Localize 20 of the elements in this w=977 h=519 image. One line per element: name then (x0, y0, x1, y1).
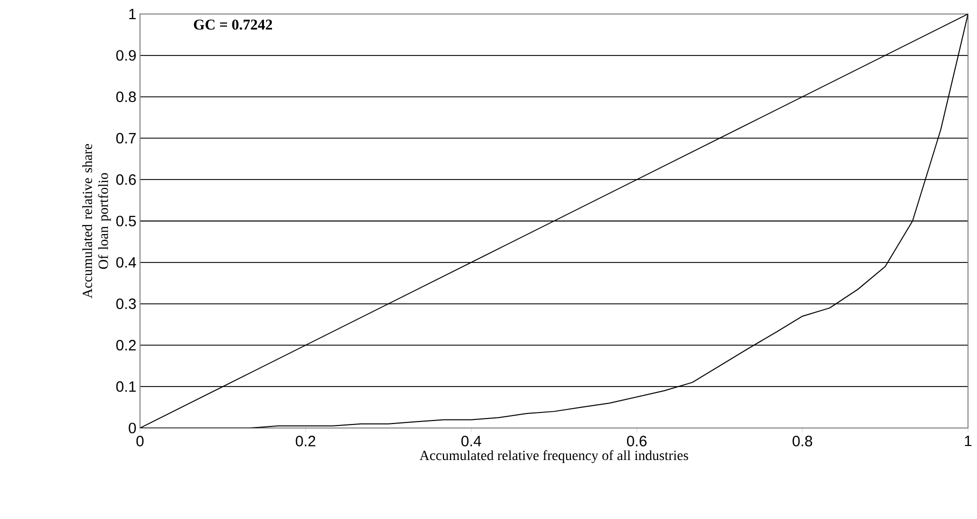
x-axis-title: Accumulated relative frequency of all industries (420, 450, 688, 464)
y-tick-label: 0.4 (116, 257, 136, 268)
x-tick-label: 1 (964, 436, 972, 446)
y-tick-label: 1 (129, 8, 136, 20)
x-tick-label: 0 (136, 436, 144, 446)
y-tick-label: 0.8 (116, 92, 136, 102)
x-tick-label: 0.4 (461, 436, 482, 446)
y-tick-label: 0.6 (116, 174, 136, 185)
y-tick-label: 0.2 (116, 340, 136, 350)
y-tick-label: 0 (128, 422, 136, 434)
x-tick-label: 0.2 (296, 436, 316, 446)
y-tick-label: 0.3 (116, 298, 136, 310)
y-axis-title: Accumulated relative share Of loan portfolio (82, 144, 111, 298)
y-tick-label: 0.1 (116, 381, 136, 392)
y-tick-label: 0.9 (116, 50, 136, 61)
y-tick-label: 0.7 (116, 132, 136, 144)
y-tick-label: 0.5 (116, 216, 136, 226)
x-tick-label: 0.8 (792, 436, 812, 446)
x-tick-label: 0.6 (627, 436, 647, 446)
annotation: GC = 0.7242 (194, 20, 272, 30)
